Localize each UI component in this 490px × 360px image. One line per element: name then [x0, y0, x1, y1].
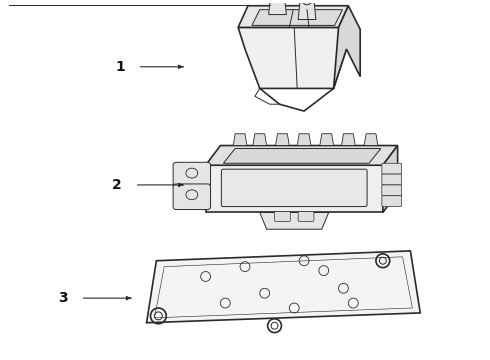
Polygon shape: [342, 134, 355, 145]
Polygon shape: [253, 134, 267, 145]
FancyBboxPatch shape: [382, 196, 401, 207]
Text: 3: 3: [58, 291, 68, 305]
FancyBboxPatch shape: [382, 185, 401, 196]
Polygon shape: [252, 10, 343, 26]
Polygon shape: [223, 148, 381, 163]
Polygon shape: [233, 134, 247, 145]
FancyBboxPatch shape: [173, 184, 211, 210]
Polygon shape: [275, 134, 289, 145]
Polygon shape: [297, 134, 311, 145]
FancyBboxPatch shape: [221, 169, 367, 207]
Text: 1: 1: [115, 60, 125, 74]
Circle shape: [302, 0, 312, 5]
Polygon shape: [298, 0, 316, 19]
Polygon shape: [206, 145, 397, 165]
FancyBboxPatch shape: [382, 163, 401, 174]
FancyBboxPatch shape: [274, 212, 290, 221]
Text: 2: 2: [112, 178, 122, 192]
FancyBboxPatch shape: [173, 162, 211, 188]
FancyBboxPatch shape: [382, 174, 401, 185]
Polygon shape: [206, 165, 383, 212]
Polygon shape: [320, 134, 334, 145]
Polygon shape: [260, 212, 329, 229]
Polygon shape: [364, 134, 378, 145]
Polygon shape: [147, 251, 420, 323]
Polygon shape: [238, 27, 346, 89]
Polygon shape: [238, 6, 348, 27]
Polygon shape: [383, 145, 397, 212]
Polygon shape: [334, 6, 360, 89]
Polygon shape: [269, 0, 286, 15]
FancyBboxPatch shape: [298, 212, 314, 221]
